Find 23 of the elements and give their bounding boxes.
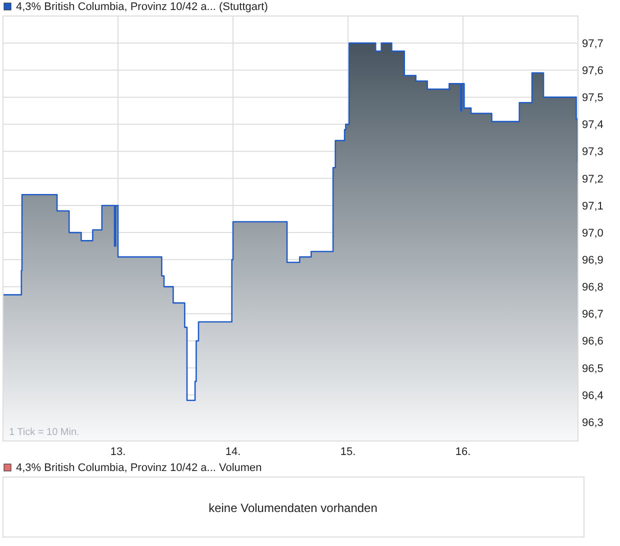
y-tick-label: 96,8	[582, 282, 604, 294]
y-tick-label: 97,0	[582, 227, 604, 240]
y-tick-label: 97,7	[582, 38, 604, 50]
y-tick-label: 97,6	[582, 64, 604, 77]
x-tick-label: 15.	[340, 446, 356, 458]
legend-label: 4,3% British Columbia, Provinz 10/42 a... (Stuttgart)	[16, 1, 268, 13]
y-tick-label: 96,7	[582, 308, 604, 321]
annotation: 1 Tick = 10 Min.	[9, 427, 80, 438]
x-tick-label: 16.	[455, 446, 471, 458]
y-tick-label: 96,4	[582, 390, 604, 402]
y-tick-label: 97,4	[582, 119, 604, 132]
y-tick-label: 97,3	[582, 146, 604, 158]
y-tick-label: 96,6	[582, 336, 604, 348]
x-tick-label: 14.	[225, 446, 241, 458]
text: 4,3% British Columbia, Provinz 10/42 a... Volumen	[16, 462, 262, 474]
y-tick-label: 97,5	[582, 92, 604, 104]
text: keine Volumendaten vorhanden	[208, 501, 378, 515]
y-tick-label: 97,1	[582, 200, 604, 212]
y-tick-label: 96,5	[582, 362, 604, 375]
y-tick-label: 96,3	[582, 416, 604, 429]
y-tick-label: 97,2	[582, 173, 604, 186]
x-tick-label: 13.	[110, 446, 126, 458]
y-tick-label: 96,9	[582, 254, 604, 266]
